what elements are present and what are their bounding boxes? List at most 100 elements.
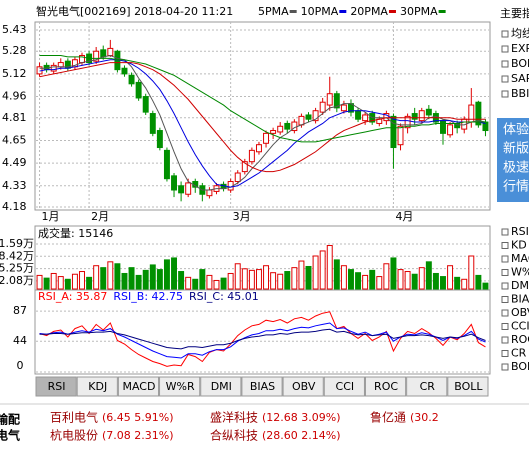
stock-name[interactable]: 鲁亿通 [370,410,406,425]
promo-text: 体验 [503,122,529,138]
tab[interactable] [406,376,448,397]
volume-bar [128,267,135,290]
tab[interactable] [76,376,118,397]
sidebar-item: W%R [511,266,529,279]
rsi-line [39,322,486,359]
ma-line [39,54,486,143]
sector-label: 输配 [0,412,20,427]
volume-bar [199,269,206,290]
y-tick-label: 44 [13,334,27,347]
candle-body [248,149,255,163]
candle-body [156,130,163,149]
sidebar-item: SAR [511,72,529,85]
volume-bar [178,271,185,290]
tab-label: CR [420,380,436,393]
volume-bar [312,255,319,290]
volume-bar [114,263,121,290]
stock-name[interactable]: 合纵科技 [210,428,258,443]
x-tick-label: 1月 [42,210,60,223]
volume-bar [425,261,432,290]
tab[interactable] [117,376,160,397]
volume-bar [355,272,362,290]
stock-name[interactable]: 盛洋科技 [210,410,258,425]
ma-line [39,59,486,188]
legend-label: RSI_B: 42.75 [113,290,183,303]
candle-body [50,64,57,72]
checkbox[interactable] [501,336,509,344]
volume-bar [206,274,213,290]
candle-body [128,74,135,85]
panel-title: 成交量: 15146 [38,226,113,240]
volume-bar [234,263,241,290]
tab[interactable] [447,376,489,397]
candle-body [185,182,192,195]
legend-label: 20PMA [350,5,388,18]
tab[interactable] [364,376,407,397]
volume-bar [418,267,425,290]
checkbox[interactable] [501,242,509,249]
stock-quote: (7.08 2.31%) [102,429,174,442]
checkbox[interactable] [501,60,509,68]
sidebar-item: OBV [511,306,529,319]
candle-body [241,161,248,173]
volume-bar [227,272,234,290]
checkbox[interactable] [501,45,509,53]
checkbox[interactable] [501,90,509,98]
volume-bar [86,276,93,290]
checkbox[interactable] [501,350,509,357]
volume-bar [404,271,411,290]
y-tick-label: 8.42万 [0,249,34,262]
candle-body [319,101,326,113]
tab-label: MACD [122,380,155,393]
candle-body [178,185,185,194]
x-tick-label: 4月 [395,210,413,223]
tab[interactable] [241,376,283,397]
promo-box[interactable] [497,118,529,202]
checkbox[interactable] [501,309,509,317]
volume-bar [298,260,305,290]
candle-body [277,125,284,133]
y-tick-label: 4.81 [2,111,27,124]
tab[interactable] [282,376,324,397]
promo-text: 新版 [503,141,529,157]
volume-bar [163,259,170,290]
candle-body [142,96,149,113]
y-tick-label: 4.65 [2,133,27,146]
candle-body [383,113,390,122]
checkbox[interactable] [501,282,509,290]
ma-line [39,54,486,191]
candle-body [100,49,107,58]
sidebar-item: 均线 [511,26,529,40]
tab[interactable] [323,376,365,397]
checkbox[interactable] [501,30,509,38]
checkbox[interactable] [501,75,509,83]
y-tick-label: 5.12 [2,67,27,80]
checkbox[interactable] [501,323,509,330]
sidebar-title: 主要指 [500,6,529,20]
volume-bar [270,272,277,290]
checkbox[interactable] [501,296,509,303]
volume-bar [100,267,107,290]
volume-bar [135,274,142,290]
y-tick-label: 4.18 [2,200,27,213]
checkbox[interactable] [501,255,509,263]
chart-title: 智光电气[002169] 2018-04-20 11:21 [36,4,233,18]
volume-bar [121,272,128,290]
checkbox[interactable] [501,363,509,371]
tab[interactable] [159,376,201,397]
checkbox[interactable] [501,228,509,236]
candle-body [340,104,347,112]
stock-name[interactable]: 百利电气 [50,410,98,425]
stock-quote: (30.2 [410,411,439,424]
legend-label: 10PMA [301,5,339,18]
volume-bar [432,272,439,290]
tab[interactable] [35,376,77,397]
volume-bar [171,257,178,290]
checkbox[interactable] [501,269,509,276]
tab[interactable] [200,376,242,397]
volume-bar [192,278,199,290]
volume-bar [107,261,114,290]
volume-bar [71,273,78,290]
y-tick-label: 4.96 [2,90,27,103]
stock-name[interactable]: 杭电股份 [50,428,98,443]
